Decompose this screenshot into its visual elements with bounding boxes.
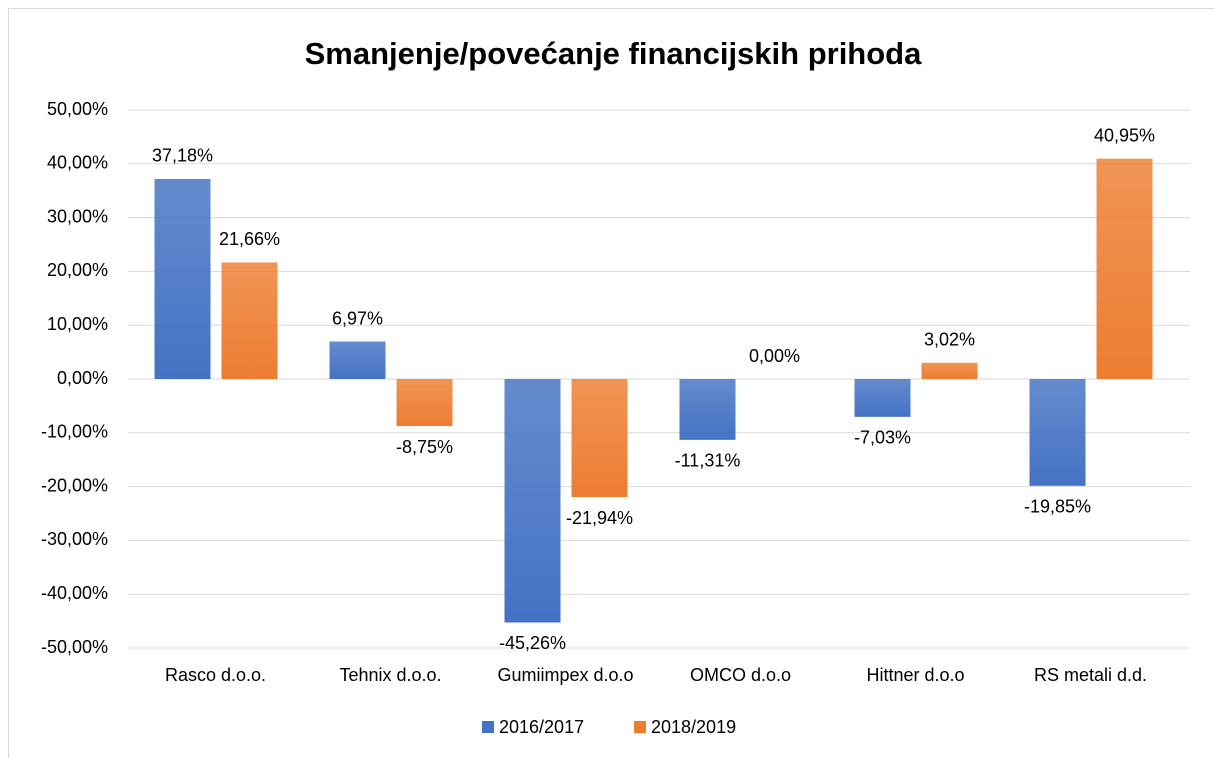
- bar: [854, 379, 911, 417]
- data-label: -45,26%: [499, 633, 566, 653]
- y-tick-label: -40,00%: [41, 583, 108, 603]
- bar: [221, 262, 278, 379]
- data-label: 21,66%: [219, 229, 280, 249]
- data-label: 0,00%: [749, 346, 800, 366]
- data-label: -11,31%: [675, 451, 741, 471]
- x-tick-label: Tehnix d.o.o.: [339, 665, 441, 685]
- x-tick-label: Rasco d.o.o.: [165, 665, 266, 685]
- x-tick-label: RS metali d.d.: [1034, 665, 1147, 685]
- x-tick-label: Gumiimpex d.o.o: [497, 665, 633, 685]
- bar: [679, 379, 736, 440]
- x-tick-label: Hittner d.o.o: [866, 665, 964, 685]
- bar: [154, 178, 211, 379]
- bar: [329, 341, 386, 379]
- data-label: -21,94%: [566, 508, 633, 528]
- y-tick-label: 50,00%: [47, 99, 108, 119]
- bar: [571, 379, 628, 498]
- legend-swatch: [482, 721, 494, 733]
- data-label: 37,18%: [152, 146, 213, 166]
- bar: [504, 379, 561, 623]
- y-tick-label: 0,00%: [57, 368, 108, 388]
- legend-swatch: [634, 721, 646, 733]
- legend-label: 2016/2017: [499, 717, 584, 737]
- bar: [1029, 379, 1086, 486]
- data-label: -19,85%: [1024, 497, 1091, 517]
- bar: [396, 379, 453, 427]
- data-label: 6,97%: [332, 308, 383, 328]
- data-label: 3,02%: [924, 330, 975, 350]
- y-tick-label: -20,00%: [41, 475, 108, 495]
- x-tick-label: OMCO d.o.o: [690, 665, 791, 685]
- chart-title: Smanjenje/povećanje financijskih prihoda: [305, 36, 922, 71]
- data-label: -8,75%: [396, 437, 453, 457]
- y-tick-label: 30,00%: [47, 206, 108, 226]
- data-label: -7,03%: [854, 428, 911, 448]
- data-label: 40,95%: [1094, 125, 1155, 145]
- legend-label: 2018/2019: [651, 717, 736, 737]
- y-tick-label: 40,00%: [47, 153, 108, 173]
- y-tick-label: -10,00%: [41, 422, 108, 442]
- bar: [1096, 158, 1153, 379]
- bar: [921, 362, 978, 379]
- y-tick-label: -30,00%: [41, 529, 108, 549]
- y-tick-label: 20,00%: [47, 260, 108, 280]
- y-tick-label: -50,00%: [41, 637, 108, 657]
- y-tick-label: 10,00%: [47, 314, 108, 334]
